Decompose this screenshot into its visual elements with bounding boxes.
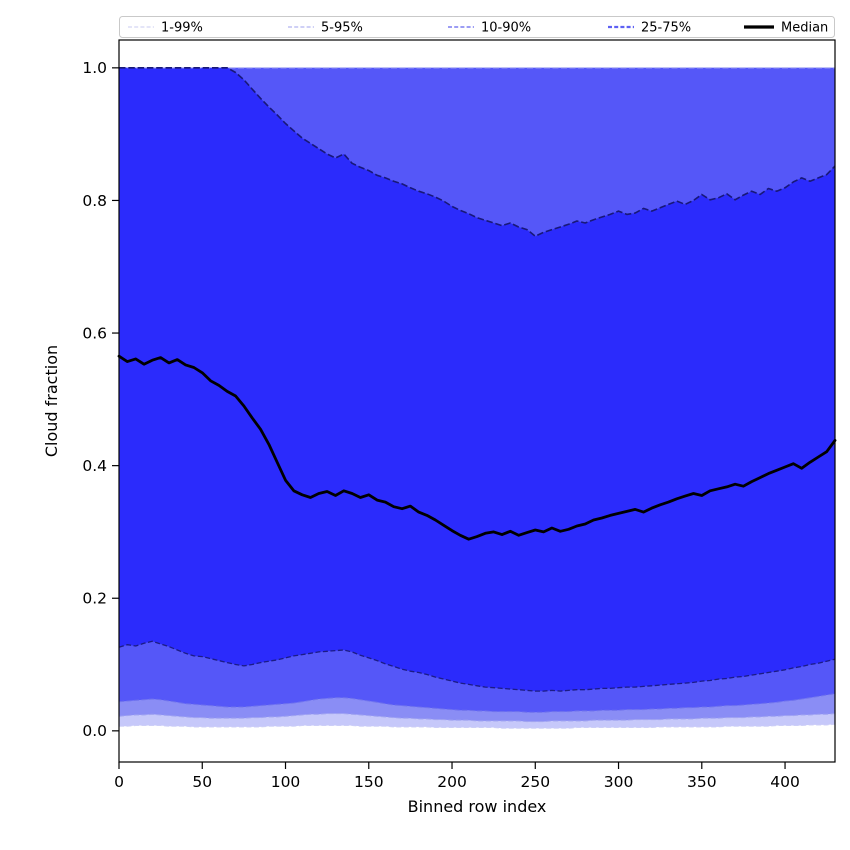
y-axis-label: Cloud fraction (42, 345, 61, 457)
lower-edge-1-99pct (119, 723, 836, 729)
legend-item-10-90pct: 10-90% (448, 21, 531, 36)
legend-label: 25-75% (641, 21, 691, 36)
x-axis-label: Binned row index (408, 797, 547, 816)
y-tick-label: 0.0 (82, 722, 107, 740)
x-tick-label: 250 (520, 773, 550, 791)
legend-item-5-95pct: 5-95% (288, 21, 363, 36)
legend-box (119, 16, 835, 38)
x-tick-label: 150 (354, 773, 384, 791)
band-25-75pct (119, 67, 835, 692)
percentile-bands (119, 67, 835, 729)
legend-label: Median (781, 21, 828, 36)
legend: 1-99% 5-95% 10-90% 25-75% Median (119, 16, 835, 38)
y-tick-label: 0.2 (82, 590, 107, 608)
x-tick-label: 50 (192, 773, 212, 791)
median-line (117, 354, 837, 541)
legend-item-1-99pct: 1-99% (128, 21, 203, 36)
x-tick-label: 200 (437, 773, 467, 791)
upper-edge-25-75pct (119, 67, 836, 237)
legend-item-Median: Median (744, 21, 828, 36)
x-axis: 0 50 100 150 200 250 300 350 400 Binned row index (114, 762, 800, 816)
legend-label: 10-90% (481, 21, 531, 36)
legend-label: 1-99% (161, 21, 203, 36)
x-tick-label: 300 (604, 773, 634, 791)
x-tick-label: 400 (770, 773, 800, 791)
x-tick-label: 350 (687, 773, 717, 791)
legend-label: 5-95% (321, 21, 363, 36)
y-tick-label: 0.8 (82, 192, 107, 210)
lower-edge-25-75pct (118, 640, 836, 692)
plot-frame (118, 39, 836, 763)
y-tick-label: 0.6 (82, 324, 107, 342)
y-tick-label: 1.0 (82, 59, 107, 77)
y-axis: 0.0 0.2 0.4 0.6 0.8 1.0 Cloud fraction (42, 59, 119, 740)
legend-item-25-75pct: 25-75% (608, 21, 691, 36)
y-tick-label: 0.4 (82, 457, 107, 475)
x-tick-label: 100 (271, 773, 301, 791)
x-tick-label: 0 (114, 773, 124, 791)
